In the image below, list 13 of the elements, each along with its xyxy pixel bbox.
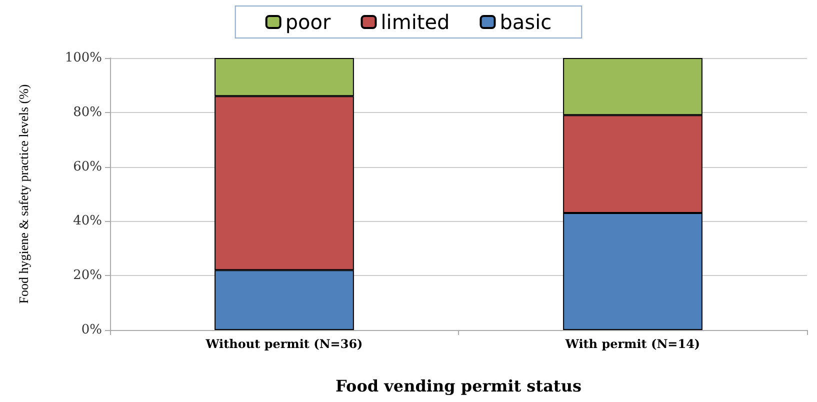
y-tick-label: 0%: [81, 322, 102, 338]
legend-label: limited: [380, 10, 450, 34]
x-tick-label: With permit (N=14): [564, 337, 700, 351]
y-tick-label: 60%: [73, 159, 102, 174]
y-tick-label: 20%: [73, 268, 102, 284]
y-tick-label: 100%: [64, 50, 102, 66]
x-axis-title: Food vending permit status: [336, 376, 582, 396]
legend-label: poor: [285, 10, 332, 34]
y-tick-label: 40%: [73, 214, 102, 229]
y-axis-title: Food hygiene & safety practice levels (%): [16, 84, 31, 304]
y-tick-label: 80%: [73, 104, 102, 120]
legend-label: basic: [500, 10, 552, 34]
x-tick-label: Without permit (N=36): [204, 337, 363, 351]
